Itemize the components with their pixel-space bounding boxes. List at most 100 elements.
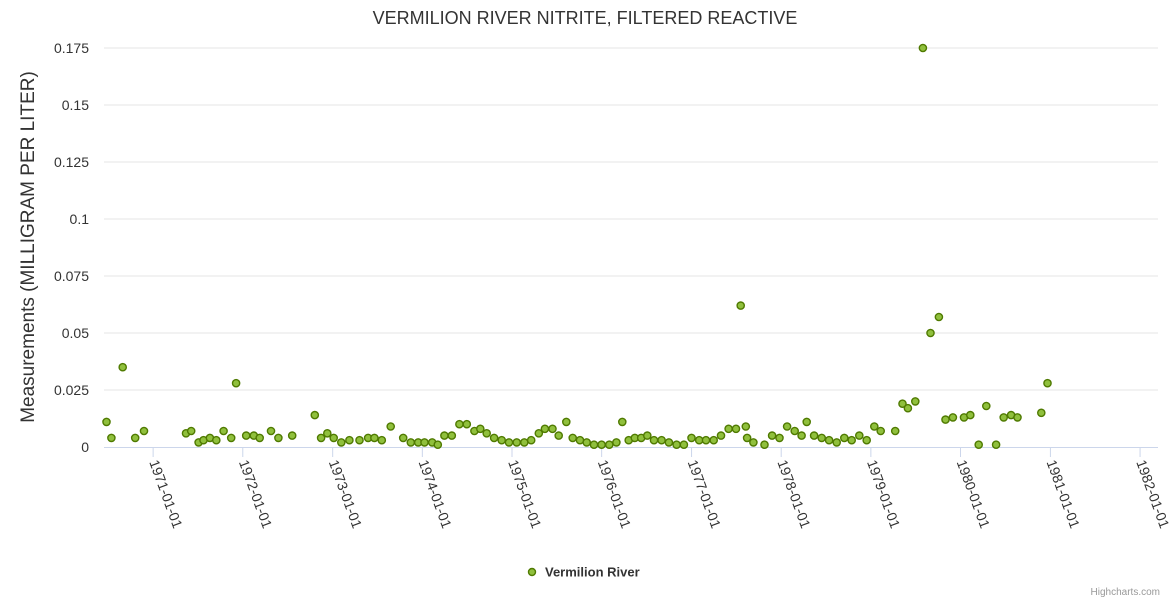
data-point[interactable] bbox=[377, 435, 387, 445]
data-point[interactable] bbox=[749, 438, 758, 447]
data-point[interactable] bbox=[548, 424, 557, 434]
data-point[interactable] bbox=[475, 424, 485, 434]
data-point[interactable] bbox=[855, 431, 864, 440]
data-point[interactable] bbox=[255, 433, 265, 443]
data-point[interactable] bbox=[102, 417, 111, 427]
data-point[interactable] bbox=[139, 426, 149, 436]
data-point[interactable] bbox=[687, 433, 696, 443]
data-point[interactable] bbox=[760, 440, 769, 450]
data-point[interactable] bbox=[731, 424, 741, 434]
data-point[interactable] bbox=[679, 440, 689, 450]
data-point[interactable] bbox=[797, 431, 806, 440]
data-point[interactable] bbox=[974, 440, 984, 450]
data-point[interactable] bbox=[310, 410, 320, 420]
data-point[interactable] bbox=[1043, 378, 1052, 388]
data-point[interactable] bbox=[847, 435, 857, 445]
data-point[interactable] bbox=[941, 415, 950, 424]
data-point[interactable] bbox=[672, 440, 681, 450]
data-point[interactable] bbox=[219, 426, 228, 436]
data-point[interactable] bbox=[336, 438, 346, 447]
data-point[interactable] bbox=[736, 301, 746, 310]
data-point[interactable] bbox=[433, 440, 443, 450]
data-point[interactable] bbox=[716, 431, 726, 440]
data-point[interactable] bbox=[612, 438, 621, 447]
data-point[interactable] bbox=[345, 435, 354, 445]
data-point[interactable] bbox=[329, 433, 339, 443]
data-point[interactable] bbox=[447, 431, 457, 440]
data-point[interactable] bbox=[724, 424, 733, 434]
data-point[interactable] bbox=[840, 433, 849, 443]
data-point[interactable] bbox=[406, 438, 416, 447]
data-point[interactable] bbox=[554, 431, 564, 440]
data-point[interactable] bbox=[790, 426, 800, 436]
data-point[interactable] bbox=[497, 435, 507, 445]
data-point[interactable] bbox=[597, 440, 606, 450]
data-point[interactable] bbox=[999, 413, 1009, 422]
data-point[interactable] bbox=[870, 422, 879, 431]
data-point[interactable] bbox=[107, 433, 116, 443]
data-point[interactable] bbox=[568, 433, 578, 443]
legend-label[interactable]: Vermilion River bbox=[545, 565, 640, 580]
data-point[interactable] bbox=[767, 431, 777, 440]
data-point[interactable] bbox=[966, 410, 975, 420]
data-point[interactable] bbox=[241, 431, 251, 440]
data-point[interactable] bbox=[1013, 413, 1022, 422]
data-point[interactable] bbox=[398, 433, 408, 443]
data-point[interactable] bbox=[534, 428, 544, 438]
data-point[interactable] bbox=[948, 413, 958, 422]
data-point[interactable] bbox=[890, 426, 900, 436]
data-point[interactable] bbox=[643, 431, 652, 440]
data-point[interactable] bbox=[420, 438, 429, 447]
data-point[interactable] bbox=[664, 438, 674, 447]
data-point[interactable] bbox=[562, 417, 571, 427]
data-point[interactable] bbox=[440, 431, 449, 440]
data-point[interactable] bbox=[186, 426, 196, 436]
data-point[interactable] bbox=[824, 435, 834, 445]
data-point[interactable] bbox=[520, 438, 529, 447]
data-point[interactable] bbox=[926, 328, 935, 338]
data-point[interactable] bbox=[657, 435, 666, 445]
data-point[interactable] bbox=[316, 433, 326, 443]
data-point[interactable] bbox=[462, 419, 472, 429]
data-point[interactable] bbox=[322, 428, 332, 438]
data-point[interactable] bbox=[903, 403, 913, 413]
legend-marker[interactable] bbox=[527, 567, 537, 577]
data-point[interactable] bbox=[231, 378, 241, 388]
data-point[interactable] bbox=[817, 433, 827, 443]
data-point[interactable] bbox=[709, 435, 719, 445]
data-point[interactable] bbox=[742, 433, 752, 443]
data-point[interactable] bbox=[386, 422, 396, 431]
data-point[interactable] bbox=[540, 424, 550, 434]
data-point[interactable] bbox=[1037, 408, 1046, 418]
data-point[interactable] bbox=[489, 433, 499, 443]
data-point[interactable] bbox=[802, 417, 812, 427]
data-point[interactable] bbox=[618, 417, 627, 427]
data-point[interactable] bbox=[274, 433, 283, 443]
data-point[interactable] bbox=[226, 433, 236, 443]
data-point[interactable] bbox=[898, 399, 907, 409]
data-point[interactable] bbox=[266, 426, 276, 436]
data-point[interactable] bbox=[526, 435, 536, 445]
data-point[interactable] bbox=[991, 440, 1001, 450]
data-point[interactable] bbox=[832, 438, 842, 447]
data-point[interactable] bbox=[911, 397, 920, 406]
data-point[interactable] bbox=[589, 440, 599, 450]
data-point[interactable] bbox=[649, 435, 659, 445]
data-point[interactable] bbox=[918, 43, 928, 53]
data-point[interactable] bbox=[482, 428, 492, 438]
data-point[interactable] bbox=[701, 435, 711, 445]
legend[interactable]: Vermilion River bbox=[527, 565, 640, 580]
data-point[interactable] bbox=[504, 438, 514, 447]
data-point[interactable] bbox=[605, 440, 614, 450]
data-point[interactable] bbox=[934, 312, 944, 322]
data-point[interactable] bbox=[355, 435, 364, 445]
data-point[interactable] bbox=[809, 431, 819, 440]
data-point[interactable] bbox=[287, 431, 297, 440]
data-point[interactable] bbox=[130, 433, 140, 443]
data-point[interactable] bbox=[455, 419, 464, 429]
data-point[interactable] bbox=[512, 438, 522, 447]
data-point[interactable] bbox=[370, 433, 379, 443]
credits[interactable]: Highcharts.com bbox=[1091, 587, 1160, 598]
data-point[interactable] bbox=[118, 362, 127, 372]
data-point[interactable] bbox=[582, 438, 592, 447]
